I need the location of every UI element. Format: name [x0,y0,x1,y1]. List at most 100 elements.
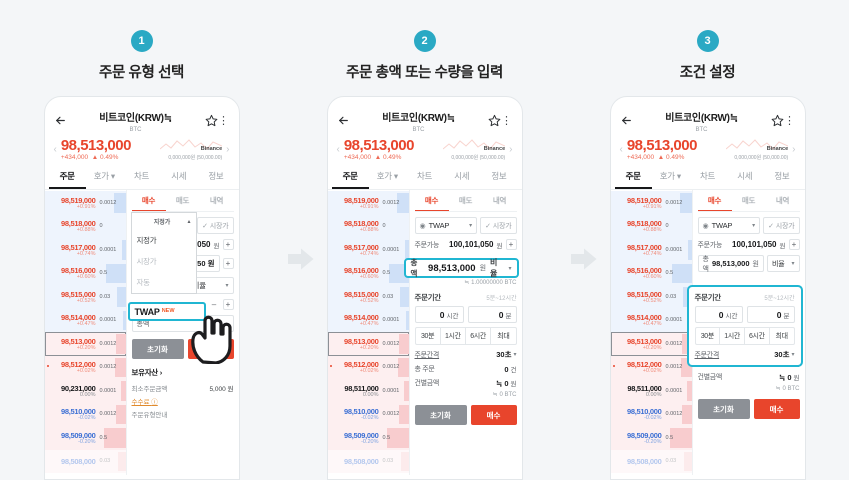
table-row[interactable]: 98,512,000 +0.02% 0.0012 [610,355,692,379]
tab-buy[interactable]: 매수 [697,190,732,211]
tab-order[interactable]: 주문 [331,165,369,189]
buy-button[interactable]: 매수 [753,399,800,419]
order-type-select[interactable]: ◉ TWAP ▾ [697,217,761,234]
tab-chart[interactable]: 차트 [416,171,433,181]
more-vertical-icon[interactable]: ⋮ [784,114,795,127]
tab-info[interactable]: 정보 [774,171,790,181]
quick-1h[interactable]: 1시간 [441,328,466,344]
table-row[interactable]: 90,231,000 0.00% 0.0001 [44,379,126,403]
table-row[interactable]: 98,508,000 0.03 [327,449,409,473]
tab-info[interactable]: 정보 [491,171,507,181]
dropdown-item-limit[interactable]: 지정가 [136,236,157,245]
tab-history[interactable]: 내역 [775,196,790,205]
more-vertical-icon[interactable]: ⋮ [218,114,229,127]
table-row[interactable]: 98,518,000 +0.88% 0 [327,214,409,238]
table-row[interactable]: 98,516,000 +0.60% 0.5 [610,261,692,285]
table-row-selected[interactable]: 98,513,000 +0.20% 0.0012 [44,332,126,356]
market-price-toggle[interactable]: ✓ 시장가 [480,217,517,234]
table-row[interactable]: 98,511,000 0.00% 0.0001 [327,379,409,403]
next-market-icon[interactable]: › [792,143,796,155]
ratio-select[interactable]: 비율 ▾ [766,255,800,272]
star-outline-icon[interactable] [488,114,501,127]
table-row[interactable]: 98,514,000 +0.47% 0.0001 [610,308,692,332]
table-row[interactable]: 98,509,000 -0.20% 0.5 [44,426,126,450]
back-icon[interactable] [337,114,350,127]
table-row[interactable]: 98,517,000 +0.74% 0.0001 [610,238,692,262]
tab-order[interactable]: 주문 [48,165,86,189]
period-hours-input[interactable]: 0 시간 [414,306,464,323]
table-row[interactable]: 98,518,000 +0.88% 0 [610,214,692,238]
table-row[interactable]: 98,518,000 +0.88% 0 [44,214,126,238]
quick-30m[interactable]: 30분 [696,328,721,344]
table-row[interactable]: 98,508,000 0.03 [610,449,692,473]
period-hours-input[interactable]: 0 시간 [694,306,743,323]
quick-6h[interactable]: 6시간 [466,328,492,344]
table-row[interactable]: 98,516,000 +0.60% 0.5 [327,261,409,285]
tab-sell[interactable]: 매도 [175,196,190,205]
tab-orderbook[interactable]: 호가 ▾ [659,171,681,181]
back-icon[interactable] [54,114,67,127]
tab-history[interactable]: 내역 [492,196,507,205]
prev-market-icon[interactable]: ‹ [619,143,623,155]
dropdown-header[interactable]: 지정가 ▴ [132,213,196,230]
quick-30m[interactable]: 30분 [416,328,441,344]
star-outline-icon[interactable] [205,114,218,127]
amount-field-highlighted[interactable]: 총액 98,513,000 원 비율 ▾ [403,258,519,278]
available-plus-button[interactable]: + [505,239,517,250]
next-market-icon[interactable]: › [509,143,513,155]
tab-orderbook[interactable]: 호가 ▾ [376,171,398,181]
reset-button[interactable]: 초기화 [131,339,184,359]
more-vertical-icon[interactable]: ⋮ [501,114,512,127]
table-row[interactable]: 98,512,000 +0.02% 0.0012 [44,355,126,379]
table-row[interactable]: 98,512,000 +0.02% 0.0012 [327,355,409,379]
available-plus-button[interactable]: + [222,239,234,250]
tab-orderbook[interactable]: 호가 ▾ [93,171,115,181]
quick-1h[interactable]: 1시간 [720,328,745,344]
tab-sell[interactable]: 매도 [741,196,756,205]
table-row[interactable]: 98,519,000 +0.91% 0.0012 [327,191,409,215]
order-guide-link[interactable]: 주문유형안내 [131,412,168,419]
prev-market-icon[interactable]: ‹ [53,143,57,155]
table-row[interactable]: 98,510,000 -0.02% 0.0012 [610,402,692,426]
holdings-link[interactable]: 보유자산 › [132,367,234,378]
fee-link[interactable]: 수수료 ⓘ [132,396,234,406]
dropdown-item-auto[interactable]: 자동 [136,278,151,287]
tab-quotes[interactable]: 시세 [454,171,470,181]
interval-row[interactable]: 주문간격 30초 ▾ [695,349,795,360]
qty-minus-button[interactable]: – [211,299,217,309]
tab-buy[interactable]: 매수 [131,190,166,211]
table-row-selected[interactable]: 98,513,000 +0.20% 0.0012 [327,332,409,356]
tab-order[interactable]: 주문 [614,165,652,189]
qty-plus-button[interactable]: + [222,299,234,310]
table-row[interactable]: 98,517,000 +0.74% 0.0001 [327,238,409,262]
tab-info[interactable]: 정보 [208,171,224,181]
table-row[interactable]: 98,514,000 +0.47% 0.0001 [327,308,409,332]
tab-quotes[interactable]: 시세 [171,171,187,181]
tab-buy[interactable]: 매수 [414,190,449,211]
available-plus-button[interactable]: + [788,239,800,250]
table-row-selected[interactable]: 98,513,000 +0.20% 0.0012 [610,332,692,356]
market-price-toggle[interactable]: ✓ 시장가 [197,217,234,234]
table-row[interactable]: 98,515,000 +0.52% 0.03 [327,285,409,309]
table-row[interactable]: 98,515,000 +0.52% 0.03 [610,285,692,309]
table-row[interactable]: 98,509,000 -0.20% 0.5 [610,426,692,450]
tab-chart[interactable]: 차트 [699,171,716,181]
order-type-select[interactable]: ◉ TWAP ▾ [414,217,478,234]
table-row[interactable]: 98,510,000 -0.02% 0.0012 [327,402,409,426]
table-row[interactable]: 98,511,000 0.00% 0.0001 [610,379,692,403]
table-row[interactable]: 98,509,000 -0.20% 0.5 [327,426,409,450]
tab-chart[interactable]: 차트 [133,171,150,181]
star-outline-icon[interactable] [771,114,784,127]
back-icon[interactable] [620,114,633,127]
quick-max[interactable]: 최대 [775,333,788,340]
reset-button[interactable]: 초기화 [414,405,467,425]
table-row[interactable]: 98,517,000 +0.74% 0.0001 [44,238,126,262]
reset-button[interactable]: 초기화 [697,399,750,419]
table-row[interactable]: 98,508,000 0.03 [44,449,126,473]
quick-max[interactable]: 최대 [497,333,510,340]
tab-quotes[interactable]: 시세 [737,171,753,181]
prev-market-icon[interactable]: ‹ [336,143,340,155]
table-row[interactable]: 98,510,000 -0.02% 0.0012 [44,402,126,426]
